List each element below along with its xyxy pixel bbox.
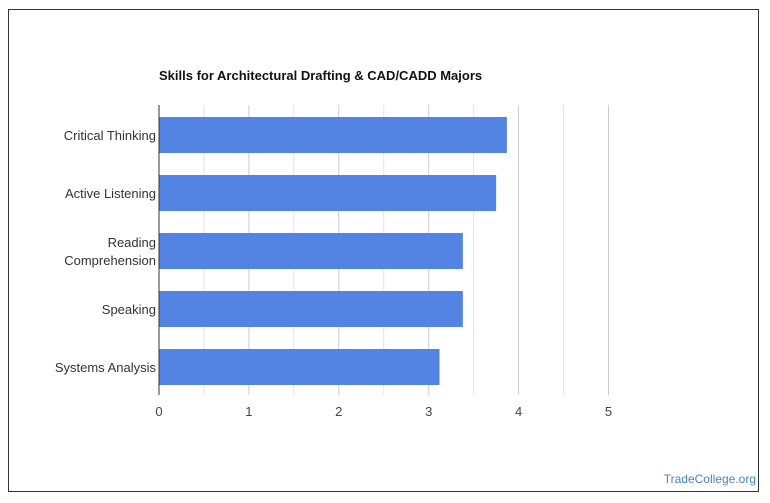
category-label: Critical Thinking [64,128,156,143]
bar [159,117,507,153]
category-label: Systems Analysis [55,360,157,375]
bar [159,233,463,269]
category-label: Reading Comprehension [64,235,156,268]
chart-frame [8,9,759,492]
x-tick-label: 3 [425,404,432,419]
x-tick-label: 2 [335,404,342,419]
x-tick-label: 1 [245,404,252,419]
x-tick-label: 5 [605,404,612,419]
watermark-link[interactable]: TradeCollege.org [663,472,756,486]
x-tick-label: 0 [155,404,162,419]
bar [159,291,463,327]
bar [159,175,497,211]
chart-title: Skills for Architectural Drafting & CAD/… [159,68,483,83]
bar [159,349,440,385]
category-label: Speaking [102,302,156,317]
category-label: Active Listening [65,186,156,201]
x-tick-label: 4 [515,404,522,419]
